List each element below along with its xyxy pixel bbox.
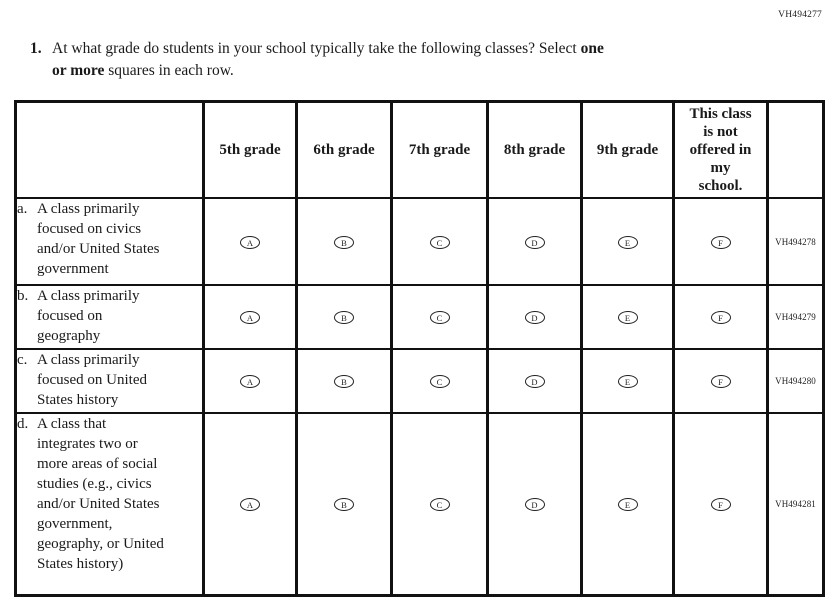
question-stem: 1. At what grade do students in your sch… — [30, 38, 604, 82]
header-code-column — [766, 100, 825, 199]
option-bubble-f[interactable]: F — [710, 498, 731, 511]
row-d-code: VH494281 — [766, 412, 825, 597]
header-empty-corner — [14, 100, 205, 199]
option-bubble-b[interactable]: B — [334, 235, 354, 249]
table-row-a: a. A class primarily focused on civics a… — [14, 197, 825, 286]
option-bubble-f[interactable]: F — [710, 311, 731, 324]
header-not-offered: This class is not offered in my school. — [672, 100, 769, 199]
question-line-2: or more squares in each row. — [52, 62, 234, 79]
row-letter: d. — [17, 416, 29, 432]
table-row-c: c. A class primarily focused on United S… — [14, 348, 825, 414]
header-8th-grade: 8th grade — [486, 100, 583, 199]
question-line-1: At what grade do students in your school… — [52, 40, 604, 57]
row-b-label: b. A class primarily focused on geograph… — [14, 284, 205, 350]
option-bubble-e[interactable]: E — [617, 235, 638, 249]
option-bubble-f[interactable]: F — [710, 235, 731, 249]
option-cell-d-8th: D — [486, 412, 583, 597]
option-cell-b-notoffered: F — [672, 284, 769, 350]
question-number: 1. — [30, 40, 42, 57]
option-bubble-d[interactable]: D — [524, 498, 545, 511]
option-bubble-b[interactable]: B — [334, 375, 354, 388]
option-bubble-a[interactable]: A — [240, 375, 260, 388]
option-cell-d-7th: C — [390, 412, 489, 597]
option-bubble-b[interactable]: B — [334, 498, 354, 511]
row-letter: a. — [17, 201, 28, 217]
option-bubble-e[interactable]: E — [617, 498, 638, 511]
option-cell-d-9th: E — [580, 412, 675, 597]
option-cell-b-6th: B — [295, 284, 393, 350]
option-cell-c-notoffered: F — [672, 348, 769, 414]
option-cell-a-notoffered: F — [672, 197, 769, 286]
option-cell-c-7th: C — [390, 348, 489, 414]
option-cell-a-7th: C — [390, 197, 489, 286]
option-cell-d-6th: B — [295, 412, 393, 597]
table-row-d: d. A class that integrates two or more a… — [14, 412, 825, 597]
option-bubble-d[interactable]: D — [524, 311, 545, 324]
option-cell-b-8th: D — [486, 284, 583, 350]
row-a-label: a. A class primarily focused on civics a… — [14, 197, 205, 286]
option-cell-d-notoffered: F — [672, 412, 769, 597]
option-cell-c-5th: A — [202, 348, 298, 414]
option-bubble-d[interactable]: D — [524, 375, 545, 388]
row-a-code: VH494278 — [766, 197, 825, 286]
option-cell-b-9th: E — [580, 284, 675, 350]
option-cell-c-6th: B — [295, 348, 393, 414]
response-grid: 5th grade 6th grade 7th grade 8th grade … — [14, 100, 825, 597]
option-cell-d-5th: A — [202, 412, 298, 597]
option-cell-a-6th: B — [295, 197, 393, 286]
option-bubble-b[interactable]: B — [334, 311, 354, 324]
header-6th-grade: 6th grade — [295, 100, 393, 199]
option-bubble-c[interactable]: C — [429, 375, 450, 388]
option-bubble-f[interactable]: F — [710, 375, 731, 388]
option-bubble-a[interactable]: A — [240, 235, 260, 249]
option-cell-b-5th: A — [202, 284, 298, 350]
row-letter: c. — [17, 352, 28, 368]
option-bubble-a[interactable]: A — [240, 498, 260, 511]
row-d-label: d. A class that integrates two or more a… — [14, 412, 205, 597]
row-c-code: VH494280 — [766, 348, 825, 414]
row-label-text: A class primarily focused on civics and/… — [37, 201, 160, 277]
option-bubble-d[interactable]: D — [524, 235, 545, 249]
header-9th-grade: 9th grade — [580, 100, 675, 199]
option-cell-a-9th: E — [580, 197, 675, 286]
option-cell-a-5th: A — [202, 197, 298, 286]
row-label-text: A class that integrates two or more area… — [37, 416, 164, 572]
option-bubble-a[interactable]: A — [240, 311, 260, 324]
option-cell-b-7th: C — [390, 284, 489, 350]
table-row-b: b. A class primarily focused on geograph… — [14, 284, 825, 350]
option-bubble-e[interactable]: E — [617, 311, 638, 324]
option-bubble-c[interactable]: C — [429, 498, 450, 511]
header-row: 5th grade 6th grade 7th grade 8th grade … — [14, 100, 825, 199]
option-cell-c-9th: E — [580, 348, 675, 414]
header-7th-grade: 7th grade — [390, 100, 489, 199]
row-c-label: c. A class primarily focused on United S… — [14, 348, 205, 414]
option-cell-a-8th: D — [486, 197, 583, 286]
row-label-text: A class primarily focused on United Stat… — [37, 352, 147, 408]
question-text: At what grade do students in your school… — [52, 38, 604, 82]
option-cell-c-8th: D — [486, 348, 583, 414]
option-bubble-e[interactable]: E — [617, 375, 638, 388]
form-code: VH494277 — [778, 10, 822, 20]
header-5th-grade: 5th grade — [202, 100, 298, 199]
row-label-text: A class primarily focused on geography — [37, 288, 140, 344]
row-letter: b. — [17, 288, 29, 304]
option-bubble-c[interactable]: C — [429, 235, 450, 249]
row-b-code: VH494279 — [766, 284, 825, 350]
option-bubble-c[interactable]: C — [429, 311, 450, 324]
